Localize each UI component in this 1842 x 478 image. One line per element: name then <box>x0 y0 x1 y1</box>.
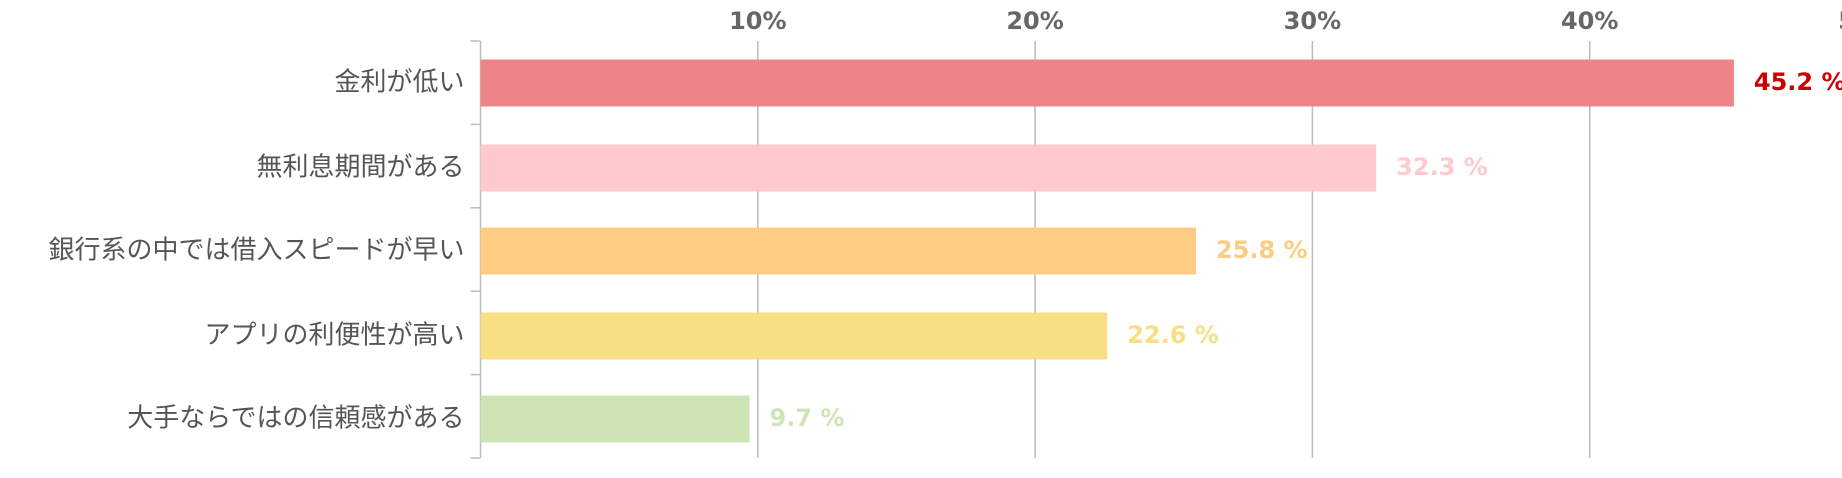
x-tick-label: 10% <box>729 7 786 35</box>
x-tick-label: 20% <box>1006 7 1063 35</box>
bar <box>480 227 1196 275</box>
category-label: 金利が低い <box>334 68 464 98</box>
value-label: 9.7 % <box>769 404 844 432</box>
x-tick-label: 30% <box>1284 7 1341 35</box>
x-tick-label: 40% <box>1561 7 1618 35</box>
value-label: 32.3 % <box>1396 153 1488 181</box>
value-label: 25.8 % <box>1216 236 1308 264</box>
bar <box>480 312 1108 360</box>
category-label: 大手ならではの信頼感がある <box>127 404 464 434</box>
bar <box>480 144 1377 192</box>
category-label: アプリの利便性が高い <box>204 321 464 351</box>
category-label: 無利息期間がある <box>256 153 464 183</box>
value-label: 22.6 % <box>1127 321 1219 349</box>
x-tick-label: 50% <box>1838 7 1842 35</box>
value-label: 45.2 % <box>1754 68 1842 96</box>
category-label: 銀行系の中では借入スピードが早い <box>48 236 464 266</box>
bar <box>480 59 1734 107</box>
bar <box>480 395 750 443</box>
